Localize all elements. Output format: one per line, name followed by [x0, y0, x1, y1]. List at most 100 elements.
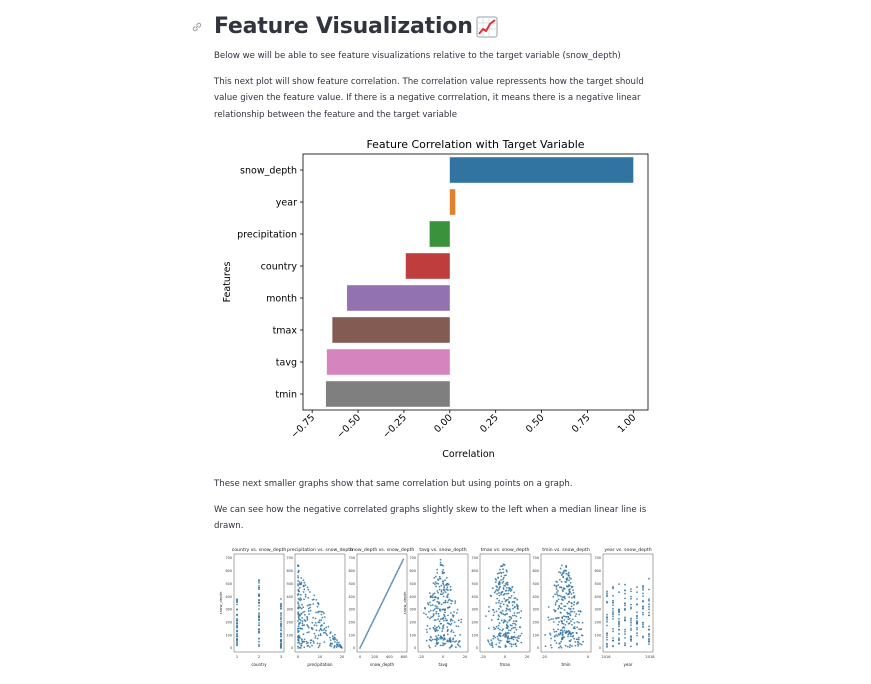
scatter-point	[513, 601, 516, 604]
scatter-point	[449, 620, 452, 622]
scatter-point	[568, 596, 571, 598]
scatter-point	[498, 608, 500, 610]
scatter-point	[581, 634, 584, 637]
scatter-point	[438, 585, 441, 588]
scatter-point	[454, 602, 456, 604]
scatter-point	[438, 588, 441, 591]
scatter-point	[562, 615, 565, 618]
scatter-point	[501, 582, 504, 584]
scatter-point	[306, 618, 309, 621]
scatter-point	[570, 633, 572, 636]
panel-xtick: 0	[359, 655, 362, 659]
scatter-point	[459, 645, 461, 648]
panel-xlabel: country	[251, 662, 267, 667]
scatter-point	[570, 585, 573, 588]
scatter-point	[298, 604, 300, 607]
panel-xtick: 2	[258, 655, 260, 659]
scatter-point	[576, 621, 579, 623]
xtick-label: 0.25	[478, 412, 501, 435]
scatter-point	[505, 631, 507, 634]
scatter-point	[565, 566, 568, 569]
scatter-point	[388, 587, 391, 589]
scatter-point	[447, 593, 449, 596]
scatter-point	[381, 602, 383, 604]
scatter-point	[606, 632, 608, 635]
scatter-point	[516, 598, 519, 601]
scatter-point	[319, 642, 321, 645]
scatter-point	[392, 579, 394, 582]
panel-ytick: 400	[595, 595, 601, 599]
scatter-point	[459, 633, 462, 636]
scatter-point	[450, 645, 452, 648]
scatter-point	[630, 607, 632, 610]
scatter-point	[577, 601, 579, 604]
scatter-point	[455, 646, 457, 648]
scatter-point	[444, 642, 447, 645]
scatter-point	[338, 641, 340, 644]
scatter-point	[497, 645, 500, 648]
scatter-point	[258, 643, 260, 646]
scatter-point	[374, 615, 377, 618]
scatter-point	[648, 605, 650, 608]
scatter-point	[642, 595, 644, 597]
panel-frame	[540, 553, 592, 653]
scatter-point	[258, 602, 260, 604]
scatter-point	[636, 598, 638, 600]
scatter-point	[517, 635, 520, 637]
scatter-point	[299, 606, 302, 609]
panel-ytick: 600	[226, 569, 232, 573]
scatter-point	[280, 622, 282, 625]
scatter-point	[501, 600, 504, 603]
scatter-point	[457, 641, 460, 644]
panel-ytick: 500	[349, 582, 355, 586]
scatter-point	[567, 593, 570, 596]
scatter-point	[618, 583, 620, 585]
scatter-point	[514, 624, 517, 626]
panel-ytick: 400	[533, 595, 539, 599]
scatter-point	[618, 633, 620, 635]
link-icon[interactable]	[192, 21, 204, 33]
scatter-point	[308, 646, 311, 648]
scatter-point	[440, 589, 443, 591]
scatter-point	[442, 592, 445, 594]
scatter-point	[549, 644, 552, 647]
panel-xtick: -20	[418, 655, 425, 659]
panel-title: tmax vs. snow_depth	[481, 547, 530, 553]
scatter-point	[612, 615, 614, 618]
scatter-point	[437, 602, 440, 605]
scatter-point	[519, 616, 522, 619]
bar-country	[405, 253, 450, 279]
scatter-point	[606, 634, 608, 636]
scatter-point	[559, 631, 562, 634]
scatter-point	[362, 639, 365, 642]
scatter-point	[612, 601, 614, 604]
scatter-point	[497, 618, 499, 621]
scatter-point	[359, 645, 362, 648]
scatter-point	[438, 575, 441, 578]
scatter-point	[560, 564, 563, 567]
scatter-point	[507, 608, 510, 611]
scatter-point	[400, 561, 403, 564]
panel-ytick: 600	[410, 569, 416, 573]
scatter-point	[314, 635, 317, 637]
scatter-point	[496, 572, 499, 575]
scatter-point	[436, 572, 439, 574]
scatter-point	[571, 610, 574, 613]
scatter-point	[317, 621, 320, 624]
scatter-point	[606, 646, 608, 648]
scatter-point	[429, 617, 431, 620]
scatter-point	[236, 644, 238, 647]
scatter-point	[503, 597, 506, 600]
scatter-point	[431, 596, 434, 599]
scatter-point	[606, 621, 608, 623]
scatter-point	[444, 579, 446, 582]
scatter-point	[322, 629, 325, 631]
scatter-point	[429, 627, 431, 630]
scatter-point	[568, 574, 571, 577]
scatter-point	[606, 636, 608, 639]
scatter-point	[612, 618, 614, 620]
scatter-point	[314, 637, 317, 639]
scatter-point	[515, 628, 518, 631]
panel-ytick: 0	[599, 646, 601, 650]
